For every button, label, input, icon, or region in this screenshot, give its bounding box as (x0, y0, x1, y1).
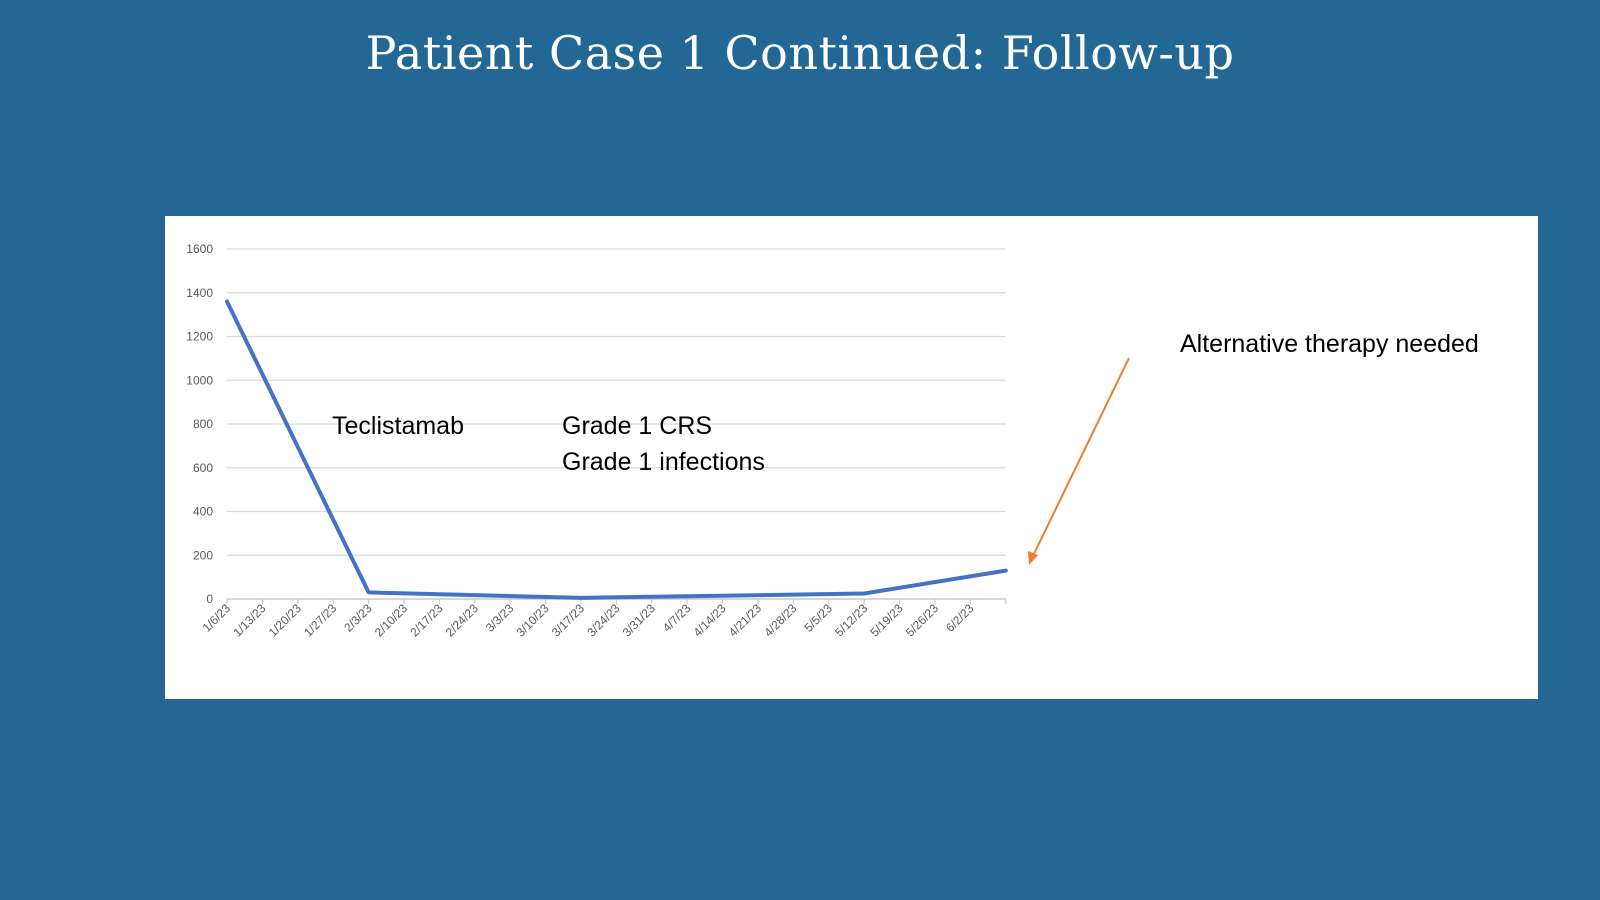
x-tick-label: 1/20/23 (266, 601, 304, 639)
y-tick-label: 1600 (186, 242, 213, 256)
annotation-alternative-therapy: Alternative therapy needed (1180, 330, 1479, 358)
y-tick-label: 600 (193, 461, 213, 475)
chart-panel: 0 200 400 600 800 1000 1200 1400 1600 1/6/23 1/13… (165, 216, 1538, 699)
line-chart: 0 200 400 600 800 1000 1200 1400 1600 1/6/231/13… (186, 242, 1479, 639)
annotation-teclistamab: Teclistamab (332, 412, 464, 440)
y-tick-label: 400 (193, 505, 213, 519)
x-tick-label: 3/31/23 (620, 601, 658, 639)
y-tick-label: 1000 (186, 373, 213, 387)
x-tick-label: 2/10/23 (372, 601, 410, 639)
x-tick-label: 2/17/23 (407, 601, 445, 639)
annotation-arrow-shaft (1031, 357, 1130, 559)
x-tick-label: 1/13/23 (230, 601, 268, 639)
x-tick-label: 5/26/23 (903, 601, 941, 639)
y-tick-label: 800 (193, 417, 213, 431)
x-tick-label: 5/5/23 (801, 601, 835, 635)
annotation-grade1-infections: Grade 1 infections (562, 448, 765, 476)
x-tick-label: 2/24/23 (443, 601, 481, 639)
slide-title: Patient Case 1 Continued: Follow-up (365, 26, 1235, 80)
series-layer (225, 299, 1008, 600)
x-tick-label: 5/19/23 (868, 601, 906, 639)
x-tick-label: 5/12/23 (832, 601, 870, 639)
x-tick-label: 4/7/23 (660, 601, 694, 635)
x-tick-label: 3/3/23 (483, 601, 517, 635)
x-tick-label: 4/28/23 (761, 601, 799, 639)
x-tick-label: 3/24/23 (584, 601, 622, 639)
y-axis-tick-labels: 0 200 400 600 800 1000 1200 1400 1600 (186, 242, 213, 606)
x-tick-label: 3/10/23 (514, 601, 552, 639)
annotation-arrow-head (1028, 551, 1038, 565)
annotations: Teclistamab Grade 1 CRS Grade 1 infectio… (332, 330, 1479, 565)
x-tick-label: 3/17/23 (549, 601, 587, 639)
x-axis: 1/6/231/13/231/20/231/27/23 2/3/232/10/23… (200, 599, 1007, 639)
x-tick-label: 4/21/23 (726, 601, 764, 639)
x-tick-label: 2/3/23 (341, 601, 375, 635)
x-tick-label: 1/27/23 (301, 601, 339, 639)
y-tick-label: 200 (193, 548, 213, 562)
y-tick-label: 1200 (186, 330, 213, 344)
y-tick-label: 1400 (186, 286, 213, 300)
gridlines (227, 248, 1006, 600)
x-tick-label: 1/6/23 (200, 601, 234, 635)
y-tick-label: 0 (206, 592, 213, 606)
x-tick-label: 4/14/23 (691, 601, 729, 639)
annotation-grade1-crs: Grade 1 CRS (562, 412, 712, 440)
x-tick-label: 6/2/23 (943, 601, 977, 635)
